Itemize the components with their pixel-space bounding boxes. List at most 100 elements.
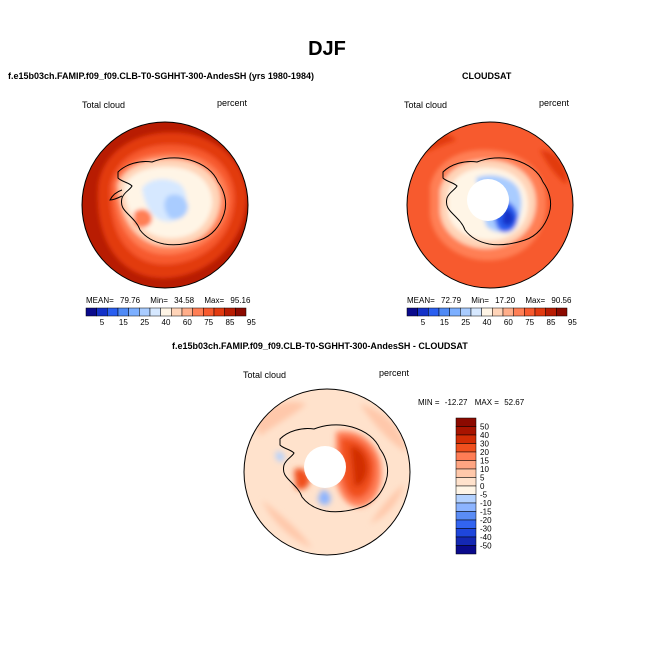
colorbar-tick-label: 95 bbox=[247, 318, 256, 327]
ocean-patch bbox=[360, 404, 406, 452]
colorbar-box bbox=[460, 307, 472, 317]
colorbar-box bbox=[455, 477, 477, 487]
max-value: 95.16 bbox=[230, 296, 251, 305]
colorbar-tick-label: 60 bbox=[504, 318, 513, 327]
contour-30 bbox=[164, 194, 188, 220]
colorbar-tick-label: 30 bbox=[480, 440, 489, 449]
map-border bbox=[243, 388, 411, 556]
colorbar-box bbox=[455, 519, 477, 529]
colorbar-tick-label: 0 bbox=[480, 482, 485, 491]
colorbar-box bbox=[455, 426, 477, 436]
ocean-patch bbox=[370, 484, 404, 524]
colorbar-tick-label: -20 bbox=[480, 516, 492, 525]
colorbar-box bbox=[181, 307, 193, 317]
colorbar-box bbox=[171, 307, 183, 317]
panel2-left-label: Total cloud bbox=[404, 100, 448, 110]
colorbar-tick-label: 85 bbox=[226, 318, 235, 327]
colorbar-box bbox=[438, 307, 450, 317]
colorbar-box bbox=[455, 528, 477, 538]
colorbar-box bbox=[449, 307, 461, 317]
mean-value: 79.76 bbox=[120, 296, 141, 305]
colorbar-tick-label: 5 bbox=[480, 474, 485, 483]
colorbar-box bbox=[117, 307, 129, 317]
colorbar-box bbox=[428, 307, 440, 317]
panel1-stats: MEAN= 79.76 Min= 34.58 Max= 95.16 bbox=[86, 296, 250, 305]
colorbar-box bbox=[107, 307, 119, 317]
colorbar-tick-label: -5 bbox=[480, 491, 488, 500]
mean-label: MEAN= bbox=[407, 296, 435, 305]
panel3-right-label: percent bbox=[379, 368, 410, 378]
min-label: Min= bbox=[150, 296, 168, 305]
peninsula-outline bbox=[109, 189, 123, 201]
panel3-map bbox=[243, 388, 411, 556]
colorbar-box bbox=[192, 307, 204, 317]
colorbar-tick-label: 75 bbox=[525, 318, 534, 327]
map-border bbox=[406, 121, 574, 289]
min-value: 17.20 bbox=[495, 296, 516, 305]
colorbar-box bbox=[455, 511, 477, 521]
colorbar-box bbox=[455, 545, 477, 555]
colorbar-box bbox=[513, 307, 525, 317]
colorbar-tick-label: 15 bbox=[119, 318, 128, 327]
colorbar-box bbox=[455, 502, 477, 512]
colorbar-tick-label: 95 bbox=[568, 318, 577, 327]
panel1-right-label: percent bbox=[217, 98, 248, 108]
colorbar-box bbox=[455, 451, 477, 461]
contour-15 bbox=[502, 209, 514, 226]
max-label: Max= bbox=[204, 296, 225, 305]
colorbar-tick-label: 15 bbox=[480, 457, 489, 466]
panel3-left-label: Total cloud bbox=[243, 370, 287, 380]
colorbar-box bbox=[481, 307, 493, 317]
colorbar-box bbox=[85, 307, 97, 317]
colorbar-tick-label: 15 bbox=[440, 318, 449, 327]
min-label: MIN = bbox=[418, 398, 440, 407]
colorbar-box bbox=[492, 307, 504, 317]
colorbar-box bbox=[149, 307, 161, 317]
west-warm-spot bbox=[134, 209, 152, 228]
antarctica-outline bbox=[117, 157, 227, 246]
min-label: Min= bbox=[471, 296, 489, 305]
colorbar-box bbox=[213, 307, 225, 317]
colorbar-tick-label: 60 bbox=[183, 318, 192, 327]
colorbar-tick-label: 5 bbox=[421, 318, 426, 327]
colorbar-box bbox=[502, 307, 514, 317]
min-value: 34.58 bbox=[174, 296, 195, 305]
colorbar-tick-label: 25 bbox=[461, 318, 470, 327]
colorbar-box bbox=[455, 460, 477, 470]
panel2-stats: MEAN= 72.79 Min= 17.20 Max= 90.56 bbox=[407, 296, 571, 305]
colorbar-tick-label: 40 bbox=[480, 431, 489, 440]
colorbar-tick-label: -30 bbox=[480, 525, 492, 534]
panel2-right-label: percent bbox=[539, 98, 570, 108]
mean-value: 72.79 bbox=[441, 296, 462, 305]
ocean-patch bbox=[540, 150, 567, 184]
min-value: -12.27 bbox=[444, 398, 468, 407]
antarctica-outline bbox=[442, 157, 552, 246]
colorbar-tick-label: 50 bbox=[480, 423, 489, 432]
colorbar-box bbox=[455, 417, 477, 427]
colorbar-box bbox=[139, 307, 151, 317]
colorbar-box bbox=[224, 307, 236, 317]
colorbar-tick-label: 75 bbox=[204, 318, 213, 327]
colorbar-tick-label: 5 bbox=[100, 318, 105, 327]
panel3-stats: MIN = -12.27 MAX = 52.67 bbox=[418, 398, 524, 407]
colorbar-box bbox=[455, 485, 477, 495]
negative-spot bbox=[318, 490, 331, 505]
colorbar-box bbox=[406, 307, 418, 317]
colorbar-box bbox=[455, 536, 477, 546]
map-border bbox=[81, 121, 249, 289]
colorbar-box bbox=[556, 307, 568, 317]
colorbar-tick-label: 85 bbox=[547, 318, 556, 327]
main-title: DJF bbox=[308, 38, 346, 60]
panel1-title: f.e15b03ch.FAMIP.f09_f09.CLB-T0-SGHHT-30… bbox=[8, 71, 314, 81]
max-value: 90.56 bbox=[551, 296, 572, 305]
panel3-title: f.e15b03ch.FAMIP.f09_f09.CLB-T0-SGHHT-30… bbox=[172, 341, 468, 351]
colorbar-tick-label: 25 bbox=[140, 318, 149, 327]
colorbar-tick-label: 20 bbox=[480, 448, 489, 457]
panel1-map bbox=[81, 121, 249, 289]
colorbar-box bbox=[203, 307, 215, 317]
max-label: MAX = bbox=[474, 398, 499, 407]
colorbar-box bbox=[545, 307, 557, 317]
panel2-title: CLOUDSAT bbox=[462, 71, 512, 81]
